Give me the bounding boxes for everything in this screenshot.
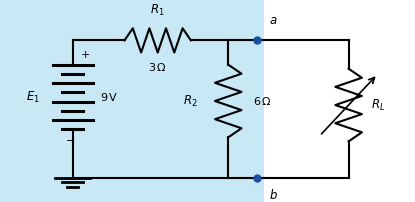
Text: $E_1$: $E_1$ [25,89,39,104]
Text: $R_2$: $R_2$ [183,94,197,108]
Bar [0,0,264,202]
Bar [264,0,415,202]
Text: +: + [81,49,90,60]
Text: $9\,\mathrm{V}$: $9\,\mathrm{V}$ [100,91,118,103]
Text: $R_1$: $R_1$ [150,3,165,18]
Text: $6\,\Omega$: $6\,\Omega$ [253,95,272,107]
Text: b: b [270,189,277,202]
Text: $3\,\Omega$: $3\,\Omega$ [148,61,167,73]
Text: $R_L$: $R_L$ [371,98,386,113]
Text: −: − [66,136,75,146]
Text: a: a [270,14,277,27]
